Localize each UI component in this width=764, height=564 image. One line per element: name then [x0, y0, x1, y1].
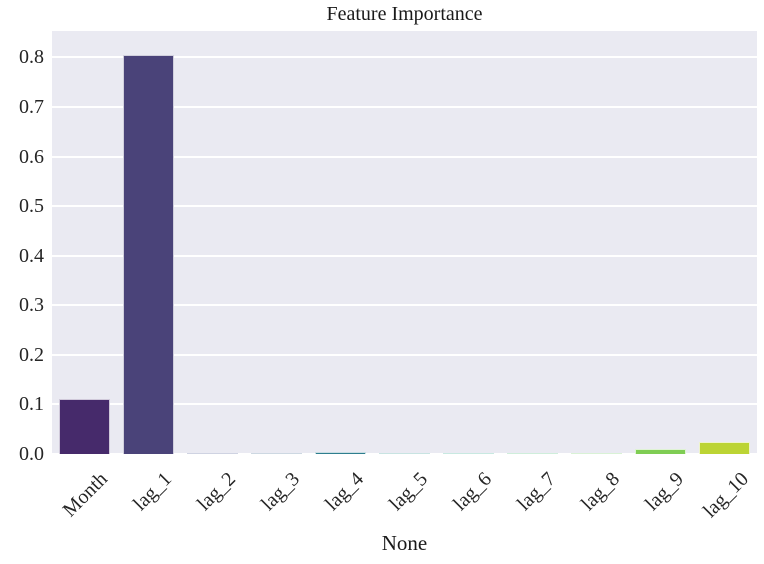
x-tick-label: lag_6: [449, 468, 497, 515]
y-tick-label: 0.0: [19, 443, 44, 465]
bar-lag_6: [443, 452, 495, 454]
gridline: [52, 155, 757, 158]
bar-lag_9: [635, 449, 687, 454]
y-tick-label: 0.1: [19, 393, 44, 416]
bar-lag_3: [250, 452, 302, 454]
gridline: [52, 205, 757, 208]
bar-lag_2: [186, 452, 238, 454]
gridline: [52, 353, 757, 356]
y-tick-label: 0.4: [19, 244, 44, 267]
gridline: [52, 106, 757, 108]
x-tick-label: lag_10: [698, 468, 753, 523]
gridline: [52, 304, 757, 307]
bar-Month: [58, 399, 110, 454]
y-tick-label: 0.5: [19, 195, 44, 218]
gridline: [52, 56, 757, 59]
bar-lag_5: [379, 452, 430, 454]
x-tick-label: lag_2: [192, 468, 240, 515]
bar-lag_10: [699, 441, 751, 454]
x-tick-label: lag_3: [256, 468, 304, 515]
bar-lag_4: [314, 451, 366, 454]
y-tick-label: 0.6: [19, 145, 44, 168]
y-tick-label: 0.8: [19, 46, 44, 69]
bar-lag_8: [571, 452, 623, 454]
x-tick-label: lag_8: [577, 468, 625, 515]
chart-title: Feature Importance: [326, 3, 483, 25]
gridline: [52, 254, 757, 257]
y-tick-label: 0.3: [19, 294, 44, 317]
gridline: [52, 453, 757, 455]
x-tick-label: lag_9: [641, 468, 689, 515]
bar-lag_1: [122, 54, 174, 454]
x-tick-label: lag_1: [128, 468, 176, 515]
x-tick-label: lag_4: [320, 468, 368, 515]
y-tick-label: 0.7: [19, 95, 44, 118]
x-tick-label: lag_5: [385, 468, 433, 515]
bar-lag_7: [507, 452, 559, 454]
y-tick-label: 0.2: [19, 343, 44, 366]
x-axis-label: None: [381, 531, 428, 555]
x-tick-label: lag_7: [513, 468, 561, 515]
plot-area: [52, 31, 757, 455]
gridline: [52, 403, 757, 406]
x-tick-label: Month: [58, 468, 112, 522]
